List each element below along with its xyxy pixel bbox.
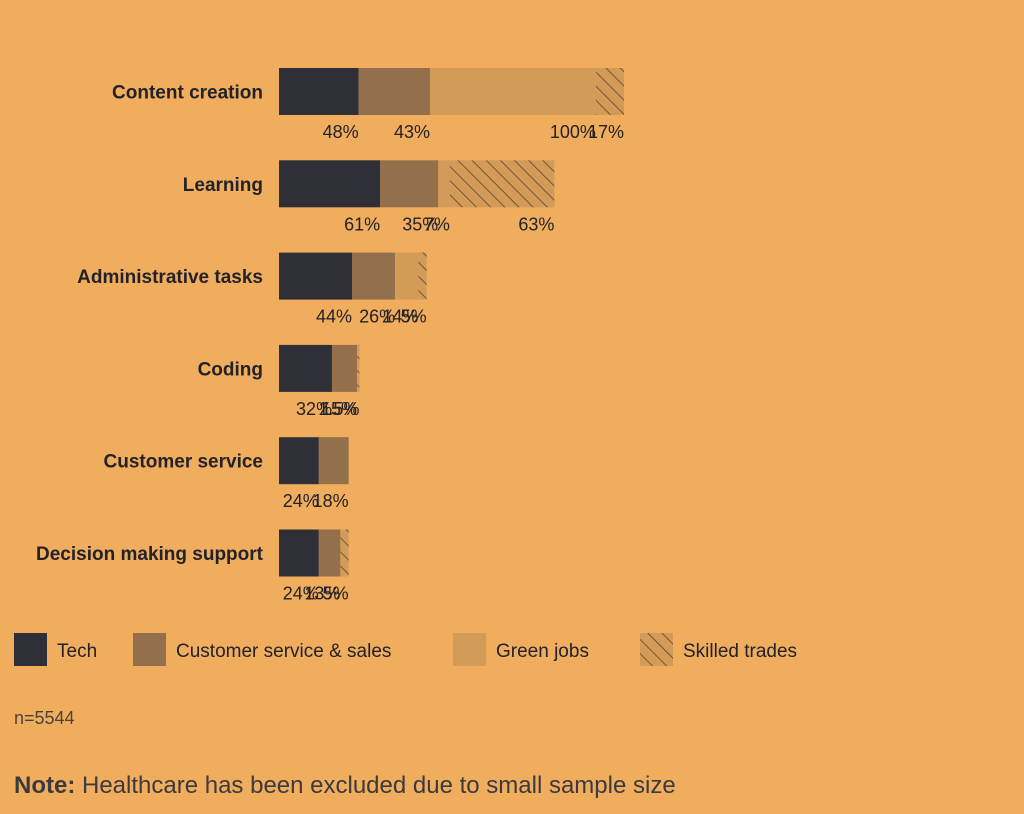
bar-customer-service-customer-service-and-sales <box>318 437 349 485</box>
sample-size: n=5544 <box>14 708 75 728</box>
legend-label-tech: Tech <box>57 641 97 662</box>
stacked-bar-chart: Content creation 48% 43% 100%17% Learning 61%… <box>14 68 797 666</box>
bar-customer-service-tech <box>279 437 319 485</box>
footnote: Note: Healthcare has been excluded due t… <box>14 772 676 800</box>
value-label-coding-customer-service-and-sales: 15% <box>321 399 357 419</box>
value-label-customer-service-tech: 24% <box>283 491 319 511</box>
value-label-administrative-tasks-green-jobs: 14% <box>382 307 418 327</box>
category-label-administrative-tasks: Administrative tasks <box>77 267 263 288</box>
bar-coding-skilled-trades <box>356 344 360 392</box>
bar-content-creation-customer-service-and-sales <box>358 68 430 115</box>
value-label-decision-making-support-tech: 24% <box>283 584 319 604</box>
bar-coding-customer-service-and-sales <box>332 344 357 392</box>
bar-decision-making-support-tech <box>279 529 319 577</box>
value-label-administrative-tasks-tech: 44% <box>316 307 352 327</box>
value-label-administrative-tasks-customer-service-and-sales: 26% <box>359 307 395 327</box>
bar-administrative-tasks-customer-service-and-sales <box>351 252 396 300</box>
bar-administrative-tasks-green-jobs <box>395 252 419 300</box>
bar-content-creation-skilled-trades <box>595 68 625 115</box>
bar-administrative-tasks-skilled-trades <box>418 252 427 300</box>
value-label-learning-skilled-trades: 63% <box>518 214 554 234</box>
legend-label-green-jobs: Green jobs <box>496 641 589 662</box>
value-label-content-creation-skilled-trades: 17% <box>588 122 624 142</box>
category-label-customer-service: Customer service <box>104 452 263 473</box>
legend-swatch-customer-service-and-sales <box>133 633 166 666</box>
value-label-content-creation-tech: 48% <box>323 122 359 142</box>
bar-decision-making-support-skilled-trades <box>340 529 349 577</box>
bar-coding-tech <box>279 344 333 392</box>
bar-content-creation-green-jobs <box>429 68 596 115</box>
category-label-learning: Learning <box>183 175 263 196</box>
note-text: Healthcare has been excluded due to smal… <box>75 772 676 799</box>
category-label-content-creation: Content creation <box>112 83 263 104</box>
bar-learning-customer-service-and-sales <box>380 160 439 208</box>
legend-label-skilled-trades: Skilled trades <box>683 641 797 662</box>
bar-decision-making-support-customer-service-and-sales <box>318 529 341 577</box>
legend-swatch-tech <box>14 633 47 666</box>
bar-learning-tech <box>279 160 381 208</box>
bar-learning-green-jobs <box>438 160 450 208</box>
value-label-customer-service-customer-service-and-sales: 18% <box>313 491 349 511</box>
category-label-coding: Coding <box>198 359 263 380</box>
value-label-content-creation-green-jobs: 100% <box>550 122 596 142</box>
bar-content-creation-tech <box>279 68 359 115</box>
value-label-decision-making-support-customer-service-and-sales: 13% <box>304 584 340 604</box>
legend-swatch-skilled-trades <box>640 633 673 666</box>
value-label-learning-customer-service-and-sales: 35% <box>402 214 438 234</box>
value-label-administrative-tasks-skilled-trades: 5% <box>401 307 427 327</box>
value-label-coding-tech: 32% <box>296 399 332 419</box>
legend-label-customer-service-and-sales: Customer service & sales <box>176 641 391 662</box>
legend-swatch-green-jobs <box>453 633 486 666</box>
note-label: Note: <box>14 772 76 799</box>
bar-administrative-tasks-tech <box>279 252 352 300</box>
bar-learning-skilled-trades <box>449 160 555 208</box>
value-label-coding-skilled-trades: 1.5% <box>318 399 359 419</box>
value-label-content-creation-customer-service-and-sales: 43% <box>394 122 430 142</box>
value-label-decision-making-support-skilled-trades: 5% <box>323 584 349 604</box>
value-label-learning-tech: 61% <box>344 214 380 234</box>
value-label-learning-green-jobs: 7% <box>424 214 450 234</box>
category-label-decision-making-support: Decision making support <box>36 544 264 565</box>
